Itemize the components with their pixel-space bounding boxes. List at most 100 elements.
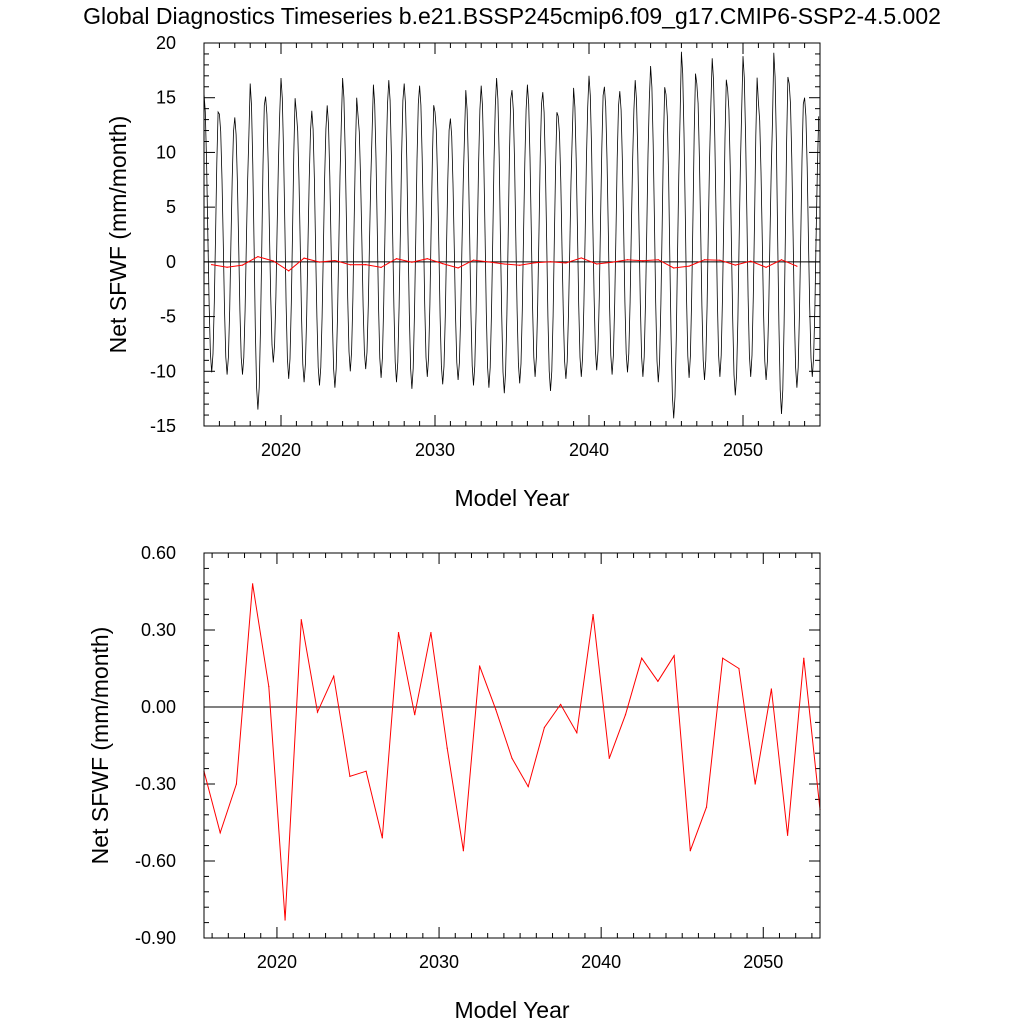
annual-mean-point bbox=[657, 680, 659, 682]
monthly-series-line bbox=[203, 51, 820, 419]
y-tick-label: 10 bbox=[156, 142, 176, 162]
annual-mean-point bbox=[495, 708, 497, 711]
annual-mean-point bbox=[534, 262, 536, 264]
x-axis-label: Model Year bbox=[454, 485, 569, 511]
annual-mean-point bbox=[688, 265, 690, 267]
annual-mean-point bbox=[511, 757, 513, 759]
y-tick-label: 0.60 bbox=[141, 543, 176, 563]
annual-mean-point bbox=[211, 263, 213, 266]
annual-mean-point bbox=[796, 265, 798, 267]
annual-mean-point bbox=[611, 261, 613, 263]
y-tick-label: -10 bbox=[150, 361, 176, 381]
x-tick-label: 2030 bbox=[415, 440, 455, 460]
panel-ticks bbox=[203, 42, 821, 427]
annual-mean-point bbox=[241, 264, 244, 266]
y-axis-label: Net SFWF (mm/month) bbox=[105, 116, 131, 354]
annual-mean-point bbox=[303, 257, 305, 259]
annual-mean-point bbox=[380, 266, 382, 269]
annual-mean-point bbox=[349, 775, 351, 777]
y-axis-label: Net SFWF (mm/month) bbox=[87, 627, 113, 865]
annual-mean-point bbox=[257, 256, 259, 258]
annual-mean-point bbox=[705, 806, 708, 808]
y-tick-label: -0.60 bbox=[135, 851, 176, 871]
annual-mean-point bbox=[642, 260, 644, 262]
annual-mean-point bbox=[803, 657, 805, 659]
annual-mean-point bbox=[288, 270, 290, 272]
annual-mean-point bbox=[703, 259, 706, 261]
annual-mean-point bbox=[488, 261, 490, 263]
annual-mean-point bbox=[300, 619, 302, 621]
annual-mean-point bbox=[472, 259, 475, 261]
annual-mean-point bbox=[719, 259, 721, 261]
annual-mean-point bbox=[722, 657, 724, 659]
annual-mean-point bbox=[734, 264, 736, 266]
x-tick-label: 2020 bbox=[257, 952, 297, 972]
annual-mean-point bbox=[624, 714, 627, 716]
annual-mean-point bbox=[252, 583, 254, 585]
x-axis-label: Model Year bbox=[454, 997, 569, 1023]
panel-ticks bbox=[204, 552, 820, 939]
annual-mean-point bbox=[318, 261, 321, 263]
monthly-timeseries-panel: 2020 2030 2040 2050 -15 -10 -5 0 5 10 15 20 Model Y… bbox=[105, 33, 821, 511]
y-tick-label: 20 bbox=[156, 33, 176, 53]
annual-mean-point bbox=[738, 667, 740, 670]
annual-mean-point bbox=[349, 264, 351, 266]
annual-mean-series-line bbox=[203, 583, 821, 921]
annual-mean-point bbox=[478, 665, 481, 667]
annual-mean-point bbox=[580, 257, 582, 259]
annual-mean-point bbox=[543, 726, 546, 729]
y-tick-label: 5 bbox=[166, 197, 176, 217]
x-tick-label: 2050 bbox=[723, 440, 763, 460]
y-tick-label: -15 bbox=[150, 416, 176, 436]
annual-mean-point bbox=[219, 832, 221, 834]
annual-mean-point bbox=[576, 732, 578, 734]
annual-mean-point bbox=[426, 258, 428, 260]
x-tick-label: 2040 bbox=[581, 952, 621, 972]
y-tick-label: 0 bbox=[166, 252, 176, 272]
x-tick-label: 2050 bbox=[743, 952, 783, 972]
panel-tick-labels: 2020 2030 2040 2050 -0.90 -0.60 -0.30 0.00 0.30 0… bbox=[135, 543, 783, 972]
panel-tick-labels: 2020 2030 2040 2050 -15 -10 -5 0 5 10 15 20 bbox=[150, 33, 763, 460]
annual-mean-point bbox=[673, 267, 675, 269]
annual-mean-point bbox=[657, 259, 659, 261]
annual-mean-point bbox=[503, 263, 505, 265]
annual-mean-point bbox=[442, 263, 444, 265]
annual-mean-point bbox=[284, 919, 286, 921]
x-tick-label: 2040 bbox=[569, 440, 609, 460]
annual-mean-point bbox=[430, 631, 432, 634]
x-tick-label: 2020 bbox=[261, 440, 301, 460]
annual-mean-point bbox=[608, 757, 610, 759]
annual-mean-point bbox=[754, 783, 756, 785]
annual-mean-point bbox=[765, 266, 767, 268]
annual-mean-point bbox=[750, 260, 752, 262]
annual-mean-point bbox=[673, 655, 675, 657]
annual-mean-point bbox=[457, 267, 459, 269]
y-tick-label: 0.30 bbox=[141, 620, 176, 640]
y-tick-label: -5 bbox=[160, 307, 176, 327]
annual-mean-panel: 2020 2030 2040 2050 -0.90 -0.60 -0.30 0.00 0.30 0… bbox=[87, 543, 821, 1023]
annual-mean-point bbox=[519, 264, 521, 266]
annual-mean-point bbox=[395, 258, 398, 260]
plot-frame bbox=[203, 552, 821, 939]
annual-mean-point bbox=[333, 675, 335, 677]
x-tick-label: 2030 bbox=[419, 952, 459, 972]
annual-mean-point bbox=[527, 785, 529, 788]
annual-mean-point bbox=[316, 711, 319, 713]
annual-mean-point bbox=[365, 263, 367, 266]
annual-mean-point bbox=[786, 834, 789, 836]
annual-mean-point bbox=[268, 685, 270, 688]
y-tick-label: 0.00 bbox=[141, 697, 176, 717]
annual-mean-point bbox=[596, 263, 598, 265]
y-tick-label: -0.90 bbox=[135, 928, 176, 948]
annual-mean-point bbox=[560, 703, 562, 706]
annual-mean-point bbox=[235, 783, 238, 785]
annual-mean-point bbox=[641, 657, 643, 659]
annual-mean-point bbox=[770, 688, 772, 690]
annual-mean-point bbox=[272, 260, 274, 262]
annual-mean-point bbox=[446, 747, 448, 749]
annual-mean-point bbox=[334, 259, 336, 262]
annual-mean-point bbox=[626, 259, 629, 261]
annual-mean-point bbox=[462, 850, 464, 852]
annual-mean-point bbox=[381, 837, 383, 839]
